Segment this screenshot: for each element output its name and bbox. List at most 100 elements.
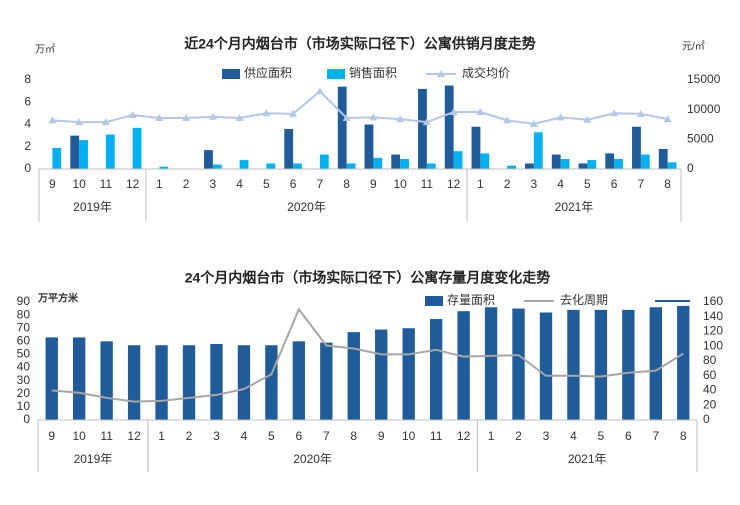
x-tick-label: 3 xyxy=(531,177,538,191)
line-marker xyxy=(182,113,191,121)
bar xyxy=(105,134,115,169)
line-marker xyxy=(262,109,271,117)
legend-swatch xyxy=(327,69,345,79)
x-tick-label: 12 xyxy=(127,429,141,443)
x-tick-label: 1 xyxy=(156,177,163,191)
bar xyxy=(182,345,196,420)
bar xyxy=(159,166,169,169)
bar xyxy=(426,163,436,169)
bar xyxy=(391,154,401,169)
bar xyxy=(578,163,588,169)
x-tick-label: 6 xyxy=(290,177,297,191)
line-marker xyxy=(342,113,351,121)
bar xyxy=(587,160,597,169)
y-tick-label: 8 xyxy=(24,72,31,86)
line-marker xyxy=(529,119,538,127)
bar xyxy=(444,85,454,169)
x-tick-label: 2 xyxy=(504,177,511,191)
y2-tick-label: 100 xyxy=(703,338,723,352)
bar xyxy=(539,312,553,420)
x-tick-label: 5 xyxy=(598,429,605,443)
bar xyxy=(375,329,388,420)
y-tick-label: 10 xyxy=(17,399,31,413)
legend-label: 供应面积 xyxy=(244,65,292,80)
bar xyxy=(622,309,635,420)
y-axis-label: 万平方米 xyxy=(37,292,79,305)
bar xyxy=(677,305,690,420)
line-marker xyxy=(315,87,324,95)
x-tick-label: 11 xyxy=(100,429,113,443)
x-tick-label: 9 xyxy=(370,177,377,191)
bar xyxy=(533,132,543,169)
bar xyxy=(418,88,427,169)
x-tick-label: 9 xyxy=(48,429,55,443)
bar xyxy=(373,157,383,169)
bar xyxy=(52,147,62,169)
x-tick-label: 2 xyxy=(186,429,193,443)
y-tick-label: 0 xyxy=(23,412,30,426)
x-tick-label: 4 xyxy=(570,429,577,443)
bar xyxy=(266,163,276,169)
bar xyxy=(337,86,347,169)
line xyxy=(51,307,684,403)
bar xyxy=(292,341,306,420)
bar xyxy=(453,151,463,169)
y-tick-label: 50 xyxy=(17,347,31,361)
legend-label: 存量面积 xyxy=(447,293,495,307)
line-marker xyxy=(369,113,378,121)
y2-tick-label: 60 xyxy=(703,368,717,382)
y-tick-label: 80 xyxy=(17,307,31,321)
y-tick-label: 20 xyxy=(17,386,31,400)
x-tick-label: 5 xyxy=(263,177,270,191)
x-tick-label: 6 xyxy=(296,429,303,443)
x-tick-label: 7 xyxy=(323,429,330,443)
x-tick-label: 10 xyxy=(72,177,86,191)
chart-title: 24个月内烟台市（市场实际口径下）公寓存量月度变化走势 xyxy=(185,270,551,286)
line-marker xyxy=(48,116,57,124)
line-marker xyxy=(128,111,137,119)
x-tick-label: 1 xyxy=(158,429,165,443)
x-tick-label: 11 xyxy=(430,429,443,443)
y-tick-label: 6 xyxy=(24,94,31,108)
x-tick-label: 8 xyxy=(680,429,687,443)
x-tick-label: 8 xyxy=(343,177,350,191)
line-marker xyxy=(289,109,298,117)
y2-tick-label: 80 xyxy=(703,353,717,367)
x-tick-label: 12 xyxy=(447,177,461,191)
x-group-label: 2019年 xyxy=(74,452,113,466)
bar xyxy=(132,127,142,169)
x-tick-label: 8 xyxy=(350,429,357,443)
x-tick-label: 8 xyxy=(664,177,671,191)
line-marker xyxy=(476,108,485,116)
bar xyxy=(100,341,113,420)
y-tick-label: 60 xyxy=(17,334,31,348)
line-marker xyxy=(75,118,84,126)
bar xyxy=(614,158,623,169)
bar xyxy=(210,343,223,420)
line-marker xyxy=(663,115,672,123)
bar xyxy=(73,337,86,420)
bar xyxy=(525,163,534,169)
line-marker xyxy=(636,109,645,117)
bar xyxy=(429,319,443,420)
bar xyxy=(127,345,141,420)
line-marker xyxy=(155,113,164,121)
line-marker xyxy=(396,115,405,123)
y2-tick-label: 40 xyxy=(703,383,717,397)
bar xyxy=(364,124,374,169)
x-tick-label: 4 xyxy=(236,177,243,191)
y-tick-label: 2 xyxy=(24,139,31,153)
bar xyxy=(457,311,470,420)
y-tick-label: 30 xyxy=(17,373,31,387)
bar xyxy=(79,140,88,169)
x-tick-label: 4 xyxy=(241,429,248,443)
x-tick-label: 5 xyxy=(268,429,275,443)
x-group-label: 2020年 xyxy=(287,200,326,214)
bar xyxy=(265,345,278,420)
x-tick-label: 5 xyxy=(584,177,591,191)
line-marker xyxy=(101,118,110,126)
y2-tick-label: 160 xyxy=(703,294,723,308)
bar xyxy=(347,332,360,420)
x-tick-label: 12 xyxy=(126,177,140,191)
y2-axis-label: 元/㎡ xyxy=(682,41,705,53)
